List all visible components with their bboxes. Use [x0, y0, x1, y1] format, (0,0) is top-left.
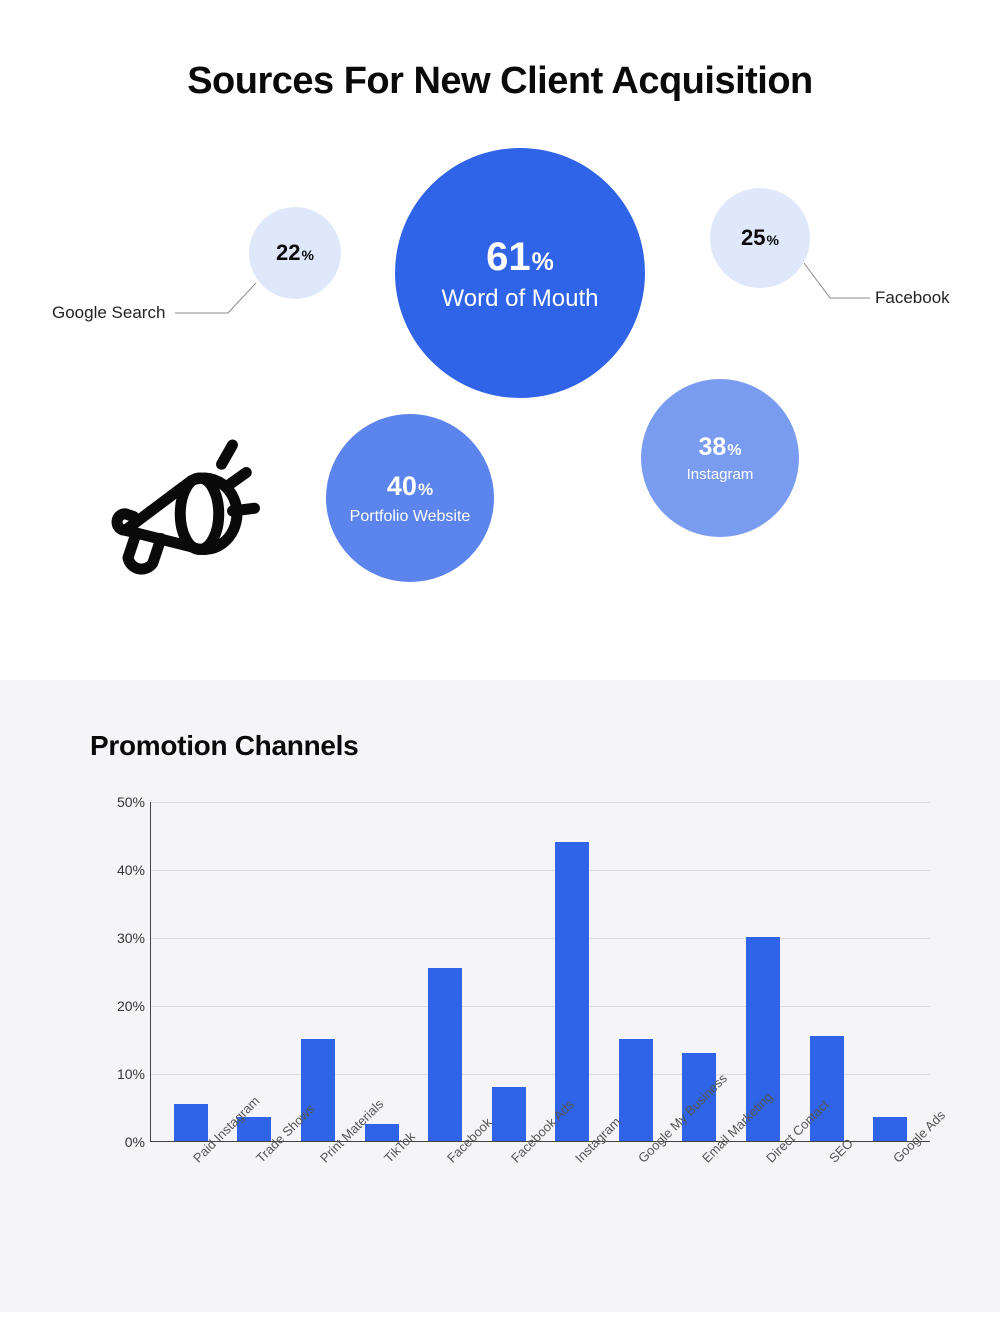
x-label-text: Facebook Ads — [508, 1155, 519, 1166]
x-label: Google Ads — [873, 1147, 907, 1287]
bubble-facebook: 25% — [710, 188, 810, 288]
x-label-text: Trade Shows — [253, 1155, 264, 1166]
page-title: Sources For New Client Acquisition — [40, 60, 960, 103]
x-label: Print Materials — [300, 1147, 334, 1287]
bubble-percent-value: 40 — [387, 471, 417, 501]
bars-container — [151, 802, 930, 1141]
x-axis-labels: Paid Instagram Trade Shows Print Materials… — [150, 1147, 930, 1287]
y-tick: 0% — [90, 1134, 145, 1150]
bar-chart-section: Promotion Channels 0% 10% 20% 30% 40% 50% Pai… — [0, 680, 1000, 1312]
x-label: Direct Contact — [746, 1147, 780, 1287]
x-label: Google My Business — [618, 1147, 652, 1287]
x-label-text: Paid Instagram — [190, 1155, 201, 1166]
x-label-text: Print Materials — [317, 1155, 328, 1166]
x-label: Facebook — [427, 1147, 461, 1287]
bubble-percent: 38% — [698, 432, 741, 462]
bubble-percent: 61% — [486, 233, 554, 281]
percent-sign: % — [532, 248, 554, 276]
bubble-label: Instagram — [687, 466, 754, 484]
bubble-percent-value: 61 — [486, 235, 531, 279]
x-label-text: Instagram — [572, 1155, 583, 1166]
y-tick: 40% — [90, 862, 145, 878]
x-label-text: Google Ads — [890, 1155, 901, 1166]
bar — [365, 1124, 399, 1141]
y-tick: 10% — [90, 1066, 145, 1082]
bubble-word-of-mouth: 61% Word of Mouth — [395, 148, 645, 398]
page: Sources For New Client Acquisition 22% Go… — [0, 0, 1000, 1312]
bubble-instagram: 38% Instagram — [641, 379, 799, 537]
y-tick: 30% — [90, 930, 145, 946]
bar — [301, 1039, 335, 1141]
y-tick: 50% — [90, 794, 145, 810]
x-label: TikTok — [364, 1147, 398, 1287]
bar — [810, 1036, 844, 1141]
percent-sign: % — [302, 247, 314, 263]
bar — [428, 968, 462, 1141]
x-label-text: TikTok — [381, 1155, 392, 1166]
y-tick: 20% — [90, 998, 145, 1014]
bubble-chart-section: Sources For New Client Acquisition 22% Go… — [0, 0, 1000, 680]
x-label: Trade Shows — [236, 1147, 270, 1287]
bar — [555, 842, 589, 1141]
bubble-percent: 22% — [276, 240, 314, 266]
bubble-percent-value: 25 — [741, 225, 765, 250]
x-label: Paid Instagram — [173, 1147, 207, 1287]
plot-area — [150, 802, 930, 1142]
bar — [492, 1087, 526, 1141]
bubble-field: 22% Google Search 61% Word of Mouth 25% Faceb… — [40, 123, 960, 643]
x-label-text: Facebook — [444, 1155, 455, 1166]
bubble-percent-value: 22 — [276, 240, 300, 265]
percent-sign: % — [727, 442, 741, 459]
bar — [174, 1104, 208, 1141]
x-label: Instagram — [555, 1147, 589, 1287]
x-label-text: Direct Contact — [763, 1155, 774, 1166]
bubble-portfolio-website: 40% Portfolio Website — [326, 414, 494, 582]
x-label: Facebook Ads — [491, 1147, 525, 1287]
bubble-label: Word of Mouth — [442, 285, 599, 314]
x-label: SEO — [809, 1147, 843, 1287]
x-label-text: Email Marketing — [699, 1155, 710, 1166]
bar — [619, 1039, 653, 1141]
bubble-label: Portfolio Website — [350, 507, 471, 526]
bubble-ext-label-google-search: Google Search — [52, 303, 165, 323]
bar — [873, 1117, 907, 1141]
bubble-percent: 25% — [741, 225, 779, 251]
percent-sign: % — [767, 232, 779, 248]
percent-sign: % — [418, 480, 433, 499]
bar-chart: 0%10%20%30%40%50% Paid InstagramTrade Sh… — [90, 802, 940, 1282]
bar-chart-title: Promotion Channels — [90, 730, 940, 762]
bubble-percent: 40% — [387, 470, 433, 502]
x-label-text: SEO — [826, 1155, 837, 1166]
bubble-ext-label-facebook: Facebook — [875, 288, 950, 308]
x-label: Email Marketing — [682, 1147, 716, 1287]
bubble-percent-value: 38 — [698, 433, 726, 461]
x-label-text: Google My Business — [635, 1155, 646, 1166]
bubble-google-search: 22% — [249, 207, 341, 299]
